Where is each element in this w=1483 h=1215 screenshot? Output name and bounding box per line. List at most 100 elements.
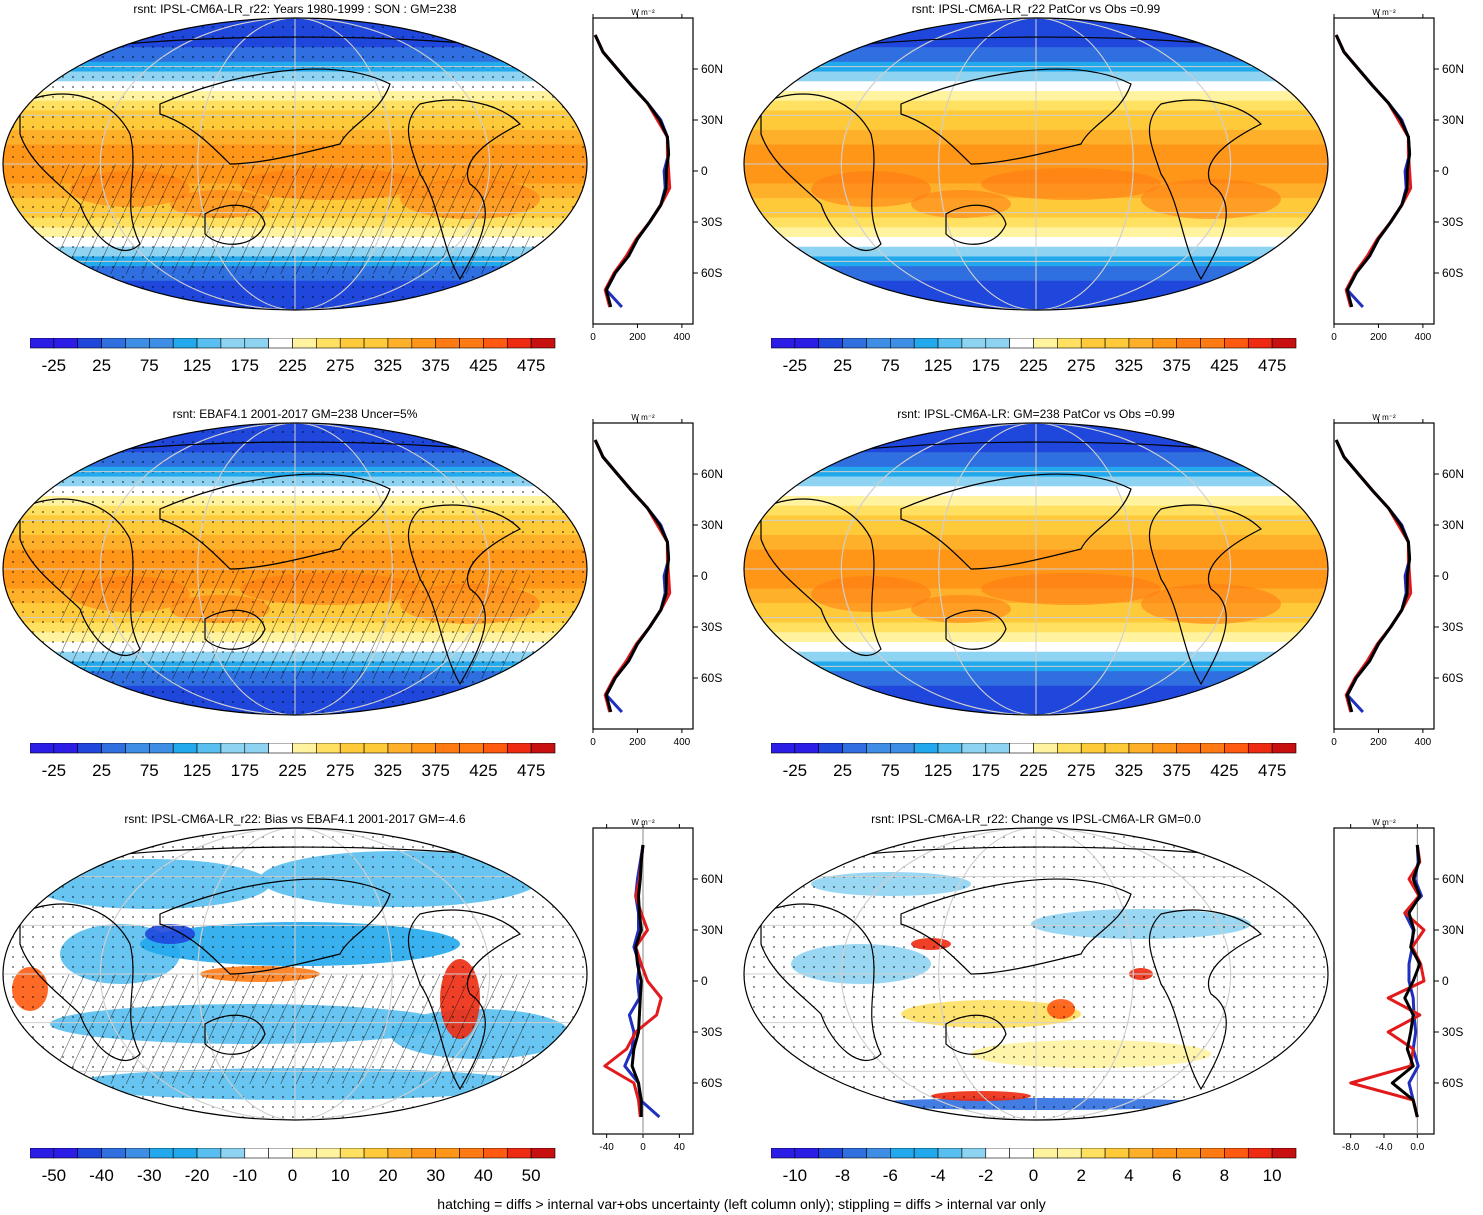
profile-unit-label: W m⁻² (631, 8, 655, 17)
map-border (2, 827, 588, 1121)
world-map (2, 827, 588, 1121)
colorbar-segment (387, 743, 413, 754)
colorbar-label: -4 (930, 1166, 945, 1185)
panel-title: rsnt: IPSL-CM6A-LR_r22: Bias vs EBAF4.1 … (124, 812, 466, 826)
colorbar-segment (292, 743, 317, 754)
colorbar-segment (316, 743, 341, 754)
panel-bias: rsnt: IPSL-CM6A-LR_r22: Bias vs EBAF4.1 … (0, 810, 741, 1215)
colorbar-segment (506, 1148, 532, 1159)
colorbar-segment (77, 743, 102, 754)
colorbar-segment (1176, 338, 1201, 349)
coastline (760, 903, 882, 1061)
colorbar-label: 175 (231, 761, 259, 780)
meridian-line (840, 828, 1232, 1120)
world-map (743, 827, 1329, 1121)
colorbar-segment (101, 1148, 126, 1159)
colorbar-segment (435, 743, 460, 754)
colorbar-segment (1200, 743, 1225, 754)
colorbar-label: 125 (183, 761, 211, 780)
colorbar-label: -30 (137, 1166, 162, 1185)
zonal-mean-profile: 60N 30N 0 30S 60S 0 200 400 W m⁻² (590, 8, 723, 343)
coastline (945, 204, 1007, 245)
profile-unit-label: W m⁻² (631, 818, 655, 827)
colorbar-segment (30, 1148, 55, 1159)
meridian-line (938, 828, 1134, 1120)
colorbar-segment (172, 338, 198, 349)
meridian-line (99, 423, 491, 715)
colorbar-segment (937, 743, 963, 754)
colorbar-segment (125, 743, 150, 754)
profile-series-line (1349, 844, 1426, 1118)
colorbar-segment (387, 338, 413, 349)
colorbar-label: 275 (1067, 761, 1095, 780)
colorbar-label: 125 (183, 356, 211, 375)
colorbar-segment (244, 338, 269, 349)
colorbar-segment (411, 743, 436, 754)
x-tick-label: 200 (1370, 332, 1387, 343)
coastline (159, 473, 391, 570)
colorbar-segment (1057, 338, 1082, 349)
colorbar-segment (937, 338, 963, 349)
colorbar-label: 0 (288, 1166, 297, 1185)
colorbar-label: 50 (522, 1166, 541, 1185)
colorbar-segment (244, 1148, 269, 1159)
colorbar-segment (196, 743, 222, 754)
panel-title: rsnt: IPSL-CM6A-LR_r22: Years 1980-1999 … (133, 2, 457, 16)
map-border (2, 17, 588, 311)
zonal-mean-profile: 60N 30N 0 30S 60S 0 200 400 W m⁻² (1331, 413, 1464, 748)
colorbar-segment (220, 1148, 246, 1159)
colorbar-segment (339, 338, 365, 349)
colorbar-segment (483, 1148, 508, 1159)
colorbar-segment (1271, 743, 1297, 754)
colorbar-segment (435, 338, 460, 349)
colorbar-label: 375 (1162, 761, 1190, 780)
colorbar-segment (1247, 1148, 1273, 1159)
colorbar-label: 25 (92, 356, 111, 375)
x-tick-label: 40 (674, 1142, 686, 1153)
colorbar-label: 475 (1258, 761, 1286, 780)
colorbar-label: 25 (833, 356, 852, 375)
coastline (900, 68, 1132, 165)
lat-tick-label: 0 (1442, 164, 1449, 178)
colorbar-label: 225 (1019, 356, 1047, 375)
colorbar-label: 325 (1115, 356, 1143, 375)
colorbar-segment (818, 743, 843, 754)
colorbar-label: 425 (469, 356, 497, 375)
lat-tick-label: 60N (1442, 872, 1464, 886)
coastline (407, 99, 522, 281)
coastline (204, 609, 266, 650)
meridian-line (99, 18, 491, 310)
profile-frame (1333, 17, 1435, 325)
colorbar-label: 175 (231, 356, 259, 375)
colorbar-segment (125, 338, 150, 349)
graticule (744, 828, 1328, 1120)
colorbar-segment (794, 1148, 820, 1159)
coastline (159, 878, 391, 975)
colorbar-segment (220, 338, 246, 349)
colorbar-segment (1176, 743, 1201, 754)
meridian-line (99, 828, 491, 1120)
lat-tick-label: 60S (701, 266, 722, 280)
colorbar-segment (483, 338, 508, 349)
lat-tick-label: 0 (701, 164, 708, 178)
lat-tick-label: 60S (1442, 671, 1463, 685)
colorbar-segment (1224, 338, 1249, 349)
colorbar-label: 40 (474, 1166, 493, 1185)
graticule (744, 18, 1328, 310)
colorbar-segment (1224, 743, 1249, 754)
panel-model-son: rsnt: IPSL-CM6A-LR_r22: Years 1980-1999 … (0, 0, 741, 405)
profile-series-line (1390, 844, 1422, 1118)
figure-footnote: hatching = diffs > internal var+obs unce… (437, 1196, 1046, 1212)
colorbar-segment (961, 743, 987, 754)
coastline (900, 878, 1132, 975)
colorbar: -10 -8 -6 -4 -2 0 2 4 6 8 10 (771, 1148, 1297, 1185)
graticule (3, 18, 587, 310)
colorbar-segment (1104, 338, 1130, 349)
colorbar-segment (985, 743, 1010, 754)
x-tick-label: 200 (629, 737, 646, 748)
lat-tick-label: 30S (1442, 620, 1463, 634)
colorbar-label: 225 (278, 761, 306, 780)
x-tick-label: -40 (599, 1142, 614, 1153)
colorbar-label: 475 (517, 356, 545, 375)
profile-unit-label: W m⁻² (631, 413, 655, 422)
